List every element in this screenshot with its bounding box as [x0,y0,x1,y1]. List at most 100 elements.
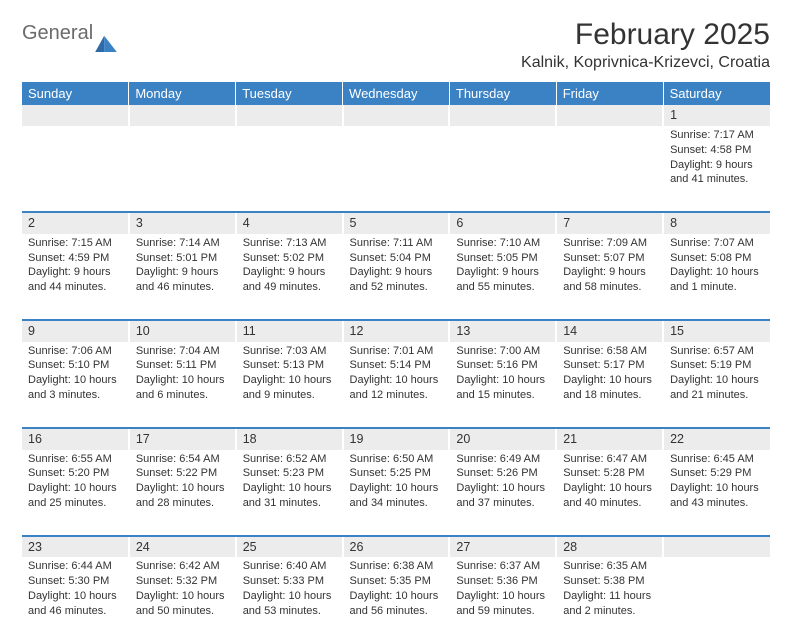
sunset-text: Sunset: 5:20 PM [28,466,122,481]
sunset-text: Sunset: 5:13 PM [243,358,336,373]
day-number: 13 [449,320,556,342]
sunset-text: Sunset: 5:14 PM [350,358,443,373]
sunrise-text: Sunrise: 6:52 AM [243,452,336,467]
weekday-header: Wednesday [343,82,450,105]
sunset-text: Sunset: 5:35 PM [350,574,443,589]
day-cell: Sunrise: 6:55 AMSunset: 5:20 PMDaylight:… [22,450,129,536]
sunrise-text: Sunrise: 6:47 AM [563,452,656,467]
sunrise-text: Sunrise: 6:50 AM [350,452,443,467]
sunrise-text: Sunrise: 7:01 AM [350,344,443,359]
day-cell [22,126,129,212]
brand-part2: Blue [0,57,31,76]
day-number: 21 [556,428,663,450]
sunset-text: Sunset: 5:19 PM [670,358,764,373]
sunset-text: Sunset: 5:07 PM [563,251,656,266]
daylight-text: Daylight: 11 hours [563,589,656,604]
daylight-text: Daylight: 10 hours [243,373,336,388]
day-cell: Sunrise: 7:03 AMSunset: 5:13 PMDaylight:… [236,342,343,428]
daylight-text: and 37 minutes. [456,496,549,511]
day-number: 4 [236,212,343,234]
daylight-text: Daylight: 10 hours [28,373,122,388]
sunset-text: Sunset: 5:26 PM [456,466,549,481]
day-cell: Sunrise: 7:06 AMSunset: 5:10 PMDaylight:… [22,342,129,428]
sunset-text: Sunset: 5:36 PM [456,574,549,589]
sunrise-text: Sunrise: 7:03 AM [243,344,336,359]
daylight-text: and 44 minutes. [28,280,122,295]
sunset-text: Sunset: 5:11 PM [136,358,229,373]
day-cell: Sunrise: 7:07 AMSunset: 5:08 PMDaylight:… [663,234,770,320]
sunrise-text: Sunrise: 6:37 AM [456,559,549,574]
daylight-text: and 28 minutes. [136,496,229,511]
brand-logo: General Blue [22,18,117,62]
day-cell: Sunrise: 7:00 AMSunset: 5:16 PMDaylight:… [449,342,556,428]
daylight-text: Daylight: 10 hours [456,481,549,496]
daylight-text: Daylight: 10 hours [670,481,764,496]
sunrise-text: Sunrise: 7:15 AM [28,236,122,251]
daylight-text: Daylight: 10 hours [136,373,229,388]
day-number: 26 [343,536,450,558]
day-number: 23 [22,536,129,558]
sunset-text: Sunset: 5:28 PM [563,466,656,481]
content-row: Sunrise: 7:15 AMSunset: 4:59 PM Daylight:… [22,234,770,320]
day-cell: Sunrise: 6:50 AMSunset: 5:25 PMDaylight:… [343,450,450,536]
daylight-text: and 55 minutes. [456,280,549,295]
sunrise-text: Sunrise: 7:04 AM [136,344,229,359]
day-number: 8 [663,212,770,234]
daylight-text: and 41 minutes. [670,172,764,187]
daylight-text: Daylight: 10 hours [670,265,764,280]
day-cell: Sunrise: 6:45 AMSunset: 5:29 PMDaylight:… [663,450,770,536]
daylight-text: Daylight: 10 hours [28,481,122,496]
daylight-text: and 21 minutes. [670,388,764,403]
brand-part1: General [22,24,93,43]
sunset-text: Sunset: 5:01 PM [136,251,229,266]
day-number: 11 [236,320,343,342]
day-number [449,105,556,126]
sunset-text: Sunset: 5:32 PM [136,574,229,589]
daylight-text: and 43 minutes. [670,496,764,511]
day-number [663,536,770,558]
day-cell: Sunrise: 7:04 AMSunset: 5:11 PMDaylight:… [129,342,236,428]
day-number: 15 [663,320,770,342]
day-number: 22 [663,428,770,450]
sunset-text: Sunset: 5:17 PM [563,358,656,373]
daylight-text: and 1 minute. [670,280,764,295]
calendar-page: General Blue February 2025 Kalnik, Kopri… [0,0,792,643]
sunrise-text: Sunrise: 6:40 AM [243,559,336,574]
day-cell: Sunrise: 6:42 AMSunset: 5:32 PMDaylight:… [129,557,236,643]
day-number [22,105,129,126]
day-number: 27 [449,536,556,558]
day-number: 1 [663,105,770,126]
day-cell: Sunrise: 7:10 AMSunset: 5:05 PMDaylight:… [449,234,556,320]
daylight-text: Daylight: 9 hours [136,265,229,280]
content-row: Sunrise: 7:17 AM Sunset: 4:58 PM Dayligh… [22,126,770,212]
title-block: February 2025 Kalnik, Koprivnica-Krizevc… [521,18,770,72]
sunrise-text: Sunrise: 7:13 AM [243,236,336,251]
calendar-body: 1 Sunrise: 7:17 AM Sunset: 4:58 PM Dayli… [22,105,770,643]
sunrise-text: Sunrise: 7:00 AM [456,344,549,359]
day-cell: Sunrise: 7:09 AMSunset: 5:07 PMDaylight:… [556,234,663,320]
day-cell: Sunrise: 6:38 AMSunset: 5:35 PMDaylight:… [343,557,450,643]
weekday-header: Thursday [449,82,556,105]
sunrise-text: Sunrise: 6:49 AM [456,452,549,467]
day-number: 16 [22,428,129,450]
daylight-text: and 56 minutes. [350,604,443,619]
sunrise-text: Sunrise: 7:06 AM [28,344,122,359]
sunset-text: Sunset: 5:29 PM [670,466,764,481]
sunset-text: Sunset: 5:25 PM [350,466,443,481]
sunset-text: Sunset: 5:30 PM [28,574,122,589]
daynum-row: 2 3 4 5 6 7 8 [22,212,770,234]
day-number: 9 [22,320,129,342]
sunrise-text: Sunrise: 7:17 AM [670,128,764,143]
daylight-text: Daylight: 10 hours [563,481,656,496]
content-row: Sunrise: 6:44 AMSunset: 5:30 PMDaylight:… [22,557,770,643]
sunset-text: Sunset: 4:59 PM [28,251,122,266]
day-number: 6 [449,212,556,234]
day-number [129,105,236,126]
header: General Blue February 2025 Kalnik, Kopri… [22,18,770,72]
day-cell: Sunrise: 7:17 AM Sunset: 4:58 PM Dayligh… [663,126,770,212]
day-number: 5 [343,212,450,234]
weekday-header: Sunday [22,82,129,105]
day-cell: Sunrise: 7:11 AMSunset: 5:04 PMDaylight:… [343,234,450,320]
daylight-text: and 58 minutes. [563,280,656,295]
day-cell [129,126,236,212]
